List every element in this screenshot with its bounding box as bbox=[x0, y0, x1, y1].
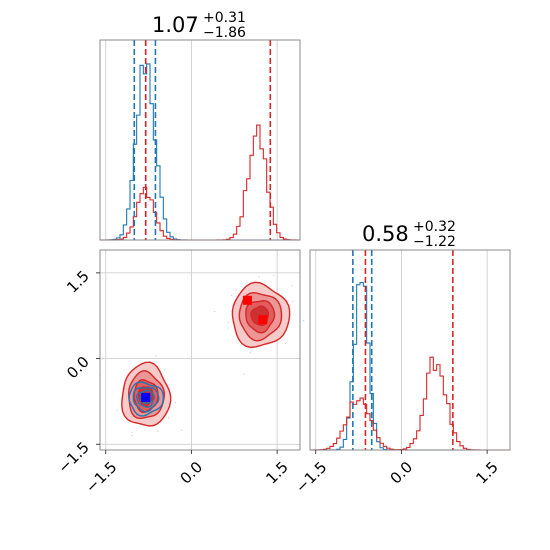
marginal-frame-2 bbox=[309, 249, 511, 451]
joint-xtick-label-2: 1.5 bbox=[262, 458, 292, 488]
joint-sample-point bbox=[227, 321, 230, 324]
joint-sample-point bbox=[235, 289, 237, 292]
joint-ytick-label-1: 0.0 bbox=[63, 353, 93, 383]
joint-sample-point bbox=[249, 351, 252, 354]
joint-sample-point bbox=[116, 409, 118, 412]
joint-sample-point bbox=[287, 300, 289, 302]
joint-frame bbox=[99, 249, 301, 451]
title-plus-2: +0.32 bbox=[413, 219, 456, 235]
joint-sample-point bbox=[213, 310, 216, 313]
marginal-frame-1 bbox=[99, 39, 301, 241]
title-value-1: 1.07 bbox=[152, 13, 199, 37]
title-value-2: 0.58 bbox=[362, 222, 409, 246]
marginal-panel-param-2: −1.5 0.0 1.5 0.58 +0.32 −1.22 bbox=[292, 219, 511, 497]
blue-contour-0 bbox=[128, 381, 165, 417]
joint-ytick-label-0: −1.5 bbox=[54, 438, 92, 476]
joint-ytick-label-2: 1.5 bbox=[63, 267, 93, 297]
joint-sample-point bbox=[164, 369, 166, 371]
joint-sample-point bbox=[292, 300, 294, 303]
joint-sample-point bbox=[285, 342, 287, 345]
joint-sample-point bbox=[227, 327, 229, 329]
joint-sample-point bbox=[155, 355, 158, 357]
blue-contour-2 bbox=[135, 389, 156, 408]
joint-sample-point bbox=[131, 431, 133, 433]
right-histogram-red bbox=[309, 356, 510, 451]
marker-red-1 bbox=[258, 315, 268, 325]
joint-sample-point bbox=[258, 275, 260, 278]
right-xtick-label-0: −1.5 bbox=[292, 458, 330, 496]
title-minus-2: −1.22 bbox=[413, 234, 456, 250]
joint-xtick-label-1: 0.0 bbox=[177, 458, 207, 488]
joint-sample-point bbox=[273, 274, 275, 277]
right-xtick-label-1: 0.0 bbox=[387, 458, 417, 488]
joint-sample-point bbox=[302, 319, 305, 322]
joint-sample-point bbox=[243, 373, 245, 376]
blue-contour-1 bbox=[132, 387, 160, 413]
joint-sample-point bbox=[174, 401, 177, 404]
marginal-panel-param-1: 1.07 +0.31 −1.86 bbox=[99, 10, 301, 241]
joint-panel: −1.5 0.0 1.5 −1.5 0.0 1.5 bbox=[54, 249, 305, 497]
title-minus-1: −1.86 bbox=[203, 25, 246, 41]
joint-sample-point bbox=[156, 430, 159, 433]
marker-blue-2 bbox=[141, 392, 151, 402]
joint-sample-point bbox=[131, 434, 133, 437]
right-xtick-label-2: 1.5 bbox=[472, 458, 502, 488]
right-histogram-blue bbox=[310, 281, 510, 451]
joint-sample-point bbox=[291, 284, 293, 287]
title-plus-1: +0.31 bbox=[203, 10, 246, 26]
joint-sample-point bbox=[180, 429, 183, 431]
joint-sample-point bbox=[285, 297, 287, 299]
marker-red-0 bbox=[242, 295, 252, 305]
joint-sample-point bbox=[231, 294, 233, 297]
joint-sample-point bbox=[167, 417, 170, 419]
joint-xtick-label-0: −1.5 bbox=[82, 458, 120, 496]
